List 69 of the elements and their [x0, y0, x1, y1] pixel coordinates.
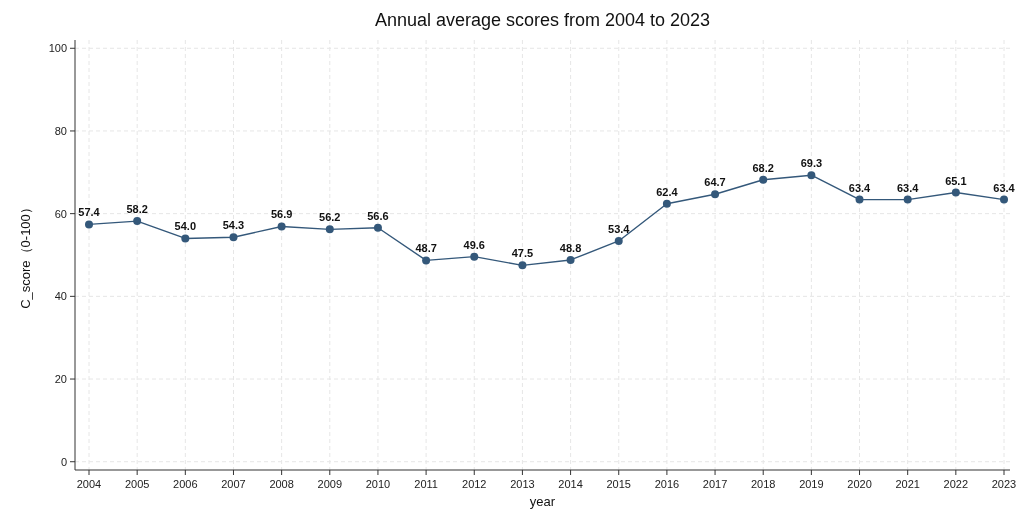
data-label: 64.7 — [704, 176, 726, 189]
point — [951, 188, 960, 197]
x-tick-label: 2012 — [462, 478, 487, 490]
x-tick-label: 2014 — [558, 478, 583, 490]
x-axis-title: year — [529, 494, 556, 509]
x-tick-label: 2023 — [991, 478, 1017, 490]
data-label: 48.8 — [559, 241, 582, 254]
data-label: 56.2 — [319, 211, 341, 224]
point — [614, 236, 623, 245]
point — [85, 220, 93, 229]
y-tick-label: 40 — [54, 290, 67, 303]
data-label: 65.1 — [945, 174, 967, 187]
x-tick-label: 2017 — [702, 478, 728, 490]
point — [470, 252, 479, 261]
y-tick-label: 80 — [54, 124, 67, 137]
data-label: 57.4 — [78, 206, 101, 219]
point — [181, 234, 190, 243]
x-tick-label: 2018 — [750, 478, 776, 490]
point — [855, 195, 864, 204]
chart-title: Annual average scores from 2004 to 2023 — [374, 10, 711, 30]
y-axis-title: C_score（0-100） — [18, 201, 33, 309]
data-label: 63.4 — [993, 181, 1016, 194]
data-label: 62.4 — [656, 185, 679, 198]
x-tick-label: 2011 — [414, 478, 438, 490]
x-tick-label: 2004 — [76, 478, 102, 490]
data-label: 58.2 — [126, 203, 148, 216]
data-label: 54.3 — [222, 219, 245, 232]
point — [662, 199, 671, 208]
x-tick-label: 2006 — [173, 478, 198, 490]
point — [759, 175, 768, 184]
data-label: 63.4 — [896, 181, 920, 194]
y-tick-label: 0 — [60, 455, 67, 468]
point — [903, 195, 912, 204]
point — [373, 223, 382, 232]
data-label: 49.6 — [463, 238, 485, 251]
point — [711, 190, 720, 199]
point — [422, 256, 431, 265]
point — [518, 261, 527, 270]
data-label: 48.7 — [415, 242, 437, 255]
data-label: 53.4 — [608, 222, 631, 235]
y-tick-label: 20 — [54, 373, 67, 386]
data-label: 47.5 — [511, 247, 534, 260]
data-label: 63.4 — [848, 181, 872, 194]
x-tick-label: 2010 — [365, 478, 391, 490]
point — [566, 255, 575, 264]
point — [277, 222, 286, 231]
x-tick-label: 2009 — [317, 478, 343, 490]
x-tick-label: 2005 — [124, 478, 150, 490]
data-label: 56.6 — [367, 209, 389, 222]
x-tick-label: 2021 — [895, 478, 920, 490]
x-tick-label: 2013 — [510, 478, 535, 490]
x-tick-label: 2022 — [943, 478, 969, 490]
x-tick-label: 2008 — [269, 478, 294, 490]
x-tick-label: 2015 — [606, 478, 631, 490]
x-tick-label: 2016 — [654, 478, 680, 490]
data-label: 54.0 — [174, 220, 197, 233]
point — [133, 217, 142, 226]
point — [807, 171, 816, 180]
data-label: 68.2 — [752, 161, 774, 174]
point — [1000, 195, 1008, 204]
x-tick-label: 2007 — [221, 478, 246, 490]
point — [229, 233, 238, 242]
data-label: 69.3 — [800, 157, 823, 170]
x-tick-label: 2020 — [847, 478, 872, 490]
y-tick-label: 60 — [54, 207, 67, 220]
data-label: 56.9 — [270, 208, 293, 221]
point — [325, 225, 334, 234]
y-tick-label: 100 — [48, 42, 67, 55]
x-tick-label: 2019 — [799, 478, 824, 490]
